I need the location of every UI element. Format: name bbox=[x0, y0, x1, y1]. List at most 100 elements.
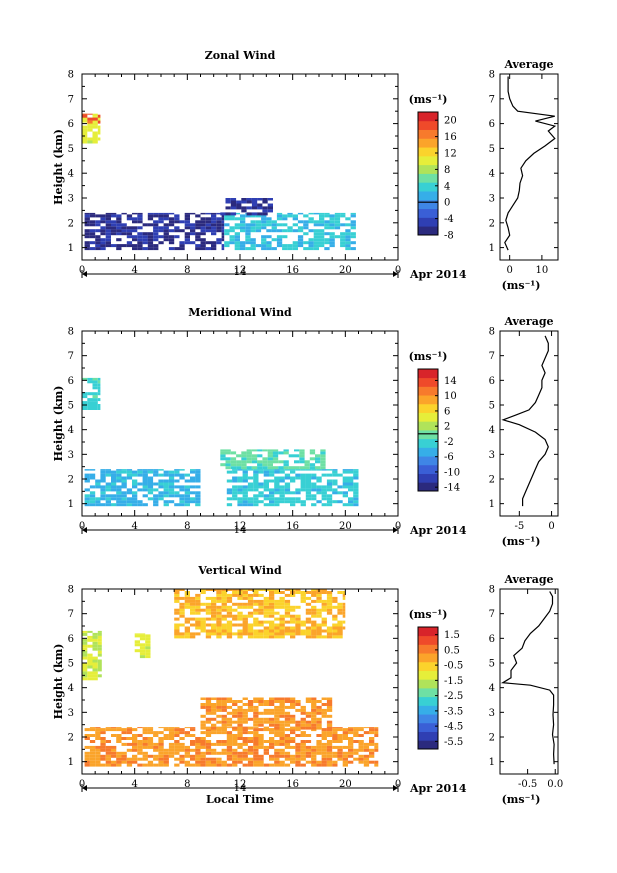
data-cell bbox=[158, 217, 164, 221]
data-cell bbox=[92, 677, 98, 681]
data-cell bbox=[89, 491, 96, 495]
data-cell bbox=[168, 491, 175, 495]
data-cell bbox=[241, 451, 247, 455]
data-cell bbox=[163, 217, 169, 221]
data-cell bbox=[195, 611, 201, 615]
data-cell bbox=[145, 655, 151, 659]
data-cell bbox=[348, 488, 354, 492]
data-cell bbox=[284, 593, 291, 597]
data-cell bbox=[311, 608, 317, 612]
data-cell bbox=[253, 727, 259, 729]
data-cell bbox=[195, 244, 201, 248]
data-cell bbox=[321, 605, 327, 609]
data-cell bbox=[326, 763, 333, 767]
data-cell bbox=[89, 469, 96, 471]
data-cell bbox=[321, 469, 327, 471]
data-cell bbox=[179, 241, 185, 245]
data-cell bbox=[184, 232, 190, 236]
data-cell bbox=[326, 708, 333, 712]
data-cell bbox=[100, 217, 106, 221]
data-cell bbox=[121, 491, 127, 495]
average-x-tick-label: 0 bbox=[506, 265, 512, 276]
data-cell bbox=[316, 626, 322, 630]
data-cell bbox=[137, 748, 143, 752]
data-cell bbox=[321, 488, 327, 492]
data-cell bbox=[216, 593, 222, 597]
data-cell bbox=[247, 632, 254, 636]
data-cell bbox=[179, 473, 185, 477]
data-cell bbox=[272, 460, 279, 464]
colorbar-band bbox=[418, 138, 438, 148]
data-cell bbox=[316, 708, 322, 712]
colorbar-band bbox=[418, 731, 438, 741]
data-cell bbox=[221, 214, 225, 218]
data-cell bbox=[147, 476, 154, 480]
data-cell bbox=[332, 731, 338, 735]
data-cell bbox=[224, 229, 230, 233]
data-cell bbox=[305, 632, 312, 636]
data-cell bbox=[305, 714, 312, 718]
data-cell bbox=[311, 723, 317, 727]
data-cell bbox=[262, 457, 268, 461]
data-cell bbox=[358, 742, 364, 746]
data-cell bbox=[274, 723, 280, 727]
data-cell bbox=[221, 602, 227, 606]
data-cell bbox=[95, 734, 101, 737]
data-cell bbox=[126, 728, 133, 732]
data-cell bbox=[321, 620, 327, 624]
data-cell bbox=[295, 497, 301, 501]
data-cell bbox=[92, 638, 98, 642]
data-cell bbox=[100, 491, 106, 495]
data-cell bbox=[200, 247, 206, 251]
data-cell bbox=[263, 629, 269, 633]
average-y-tick-label: 6 bbox=[489, 634, 495, 645]
data-cell bbox=[261, 241, 267, 245]
data-cell bbox=[168, 500, 175, 504]
data-cell bbox=[195, 593, 201, 597]
data-cell bbox=[153, 748, 159, 752]
data-cell bbox=[321, 760, 327, 764]
data-cell bbox=[95, 479, 101, 483]
data-cell bbox=[111, 760, 117, 764]
data-cell bbox=[226, 608, 233, 612]
data-cell bbox=[309, 457, 316, 461]
data-cell bbox=[116, 470, 122, 474]
data-cell bbox=[300, 717, 306, 721]
data-cell bbox=[84, 757, 90, 761]
data-cell bbox=[237, 611, 243, 615]
data-cell bbox=[263, 479, 269, 483]
data-cell bbox=[105, 494, 111, 498]
data-cell bbox=[337, 745, 343, 749]
colorbar: 1.50.5-0.5-1.5-2.5-3.5-4.5-5.5 bbox=[417, 626, 463, 750]
data-cell bbox=[179, 485, 185, 489]
data-cell bbox=[316, 720, 322, 724]
data-cell bbox=[153, 470, 159, 474]
data-cell bbox=[92, 662, 98, 666]
data-cell bbox=[100, 232, 106, 236]
data-cell bbox=[87, 113, 93, 115]
data-cell bbox=[184, 497, 190, 501]
data-cell bbox=[246, 206, 252, 210]
data-cell bbox=[283, 463, 289, 467]
data-cell bbox=[326, 734, 333, 737]
data-cell bbox=[305, 700, 312, 703]
data-cell bbox=[200, 608, 206, 612]
data-cell bbox=[168, 494, 175, 498]
data-cell bbox=[247, 757, 254, 761]
data-cell bbox=[274, 708, 280, 712]
data-cell bbox=[258, 723, 264, 727]
data-cell bbox=[87, 377, 93, 381]
data-cell bbox=[97, 404, 101, 407]
colorbar-tick-label: -14 bbox=[444, 483, 460, 494]
average-unit-label: (ms⁻¹) bbox=[502, 279, 541, 292]
colorbar-tick-label: 8 bbox=[444, 165, 450, 176]
data-cell bbox=[269, 491, 275, 495]
data-cell bbox=[297, 238, 304, 242]
data-cell bbox=[195, 469, 201, 471]
data-cell bbox=[116, 479, 122, 483]
data-cell bbox=[147, 763, 154, 767]
data-cell bbox=[105, 238, 111, 242]
data-cell bbox=[200, 620, 206, 624]
data-cell bbox=[221, 697, 227, 700]
data-cell bbox=[253, 717, 259, 721]
